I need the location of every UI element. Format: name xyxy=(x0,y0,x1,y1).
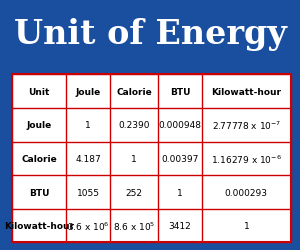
Text: Kilowatt-hour: Kilowatt-hour xyxy=(4,221,74,230)
Text: Kilowatt-hour: Kilowatt-hour xyxy=(212,87,281,96)
Text: 252: 252 xyxy=(126,188,142,197)
Text: Calorie: Calorie xyxy=(116,87,152,96)
Text: Unit: Unit xyxy=(28,87,50,96)
Text: Joule: Joule xyxy=(27,121,52,130)
Text: 1: 1 xyxy=(131,154,137,163)
Text: Calorie: Calorie xyxy=(21,154,57,163)
Text: 1: 1 xyxy=(244,221,249,230)
Text: 8.6 x 10$^{5}$: 8.6 x 10$^{5}$ xyxy=(113,220,155,232)
Text: 1055: 1055 xyxy=(76,188,100,197)
Text: 4.187: 4.187 xyxy=(75,154,101,163)
Text: Joule: Joule xyxy=(75,87,101,96)
Text: Unit of Energy: Unit of Energy xyxy=(14,18,286,50)
Text: BTU: BTU xyxy=(29,188,50,197)
Text: 0.000948: 0.000948 xyxy=(159,121,202,130)
Text: 0.000293: 0.000293 xyxy=(225,188,268,197)
Text: 1: 1 xyxy=(85,121,91,130)
FancyBboxPatch shape xyxy=(12,75,291,242)
Text: 3.6 x 10$^{6}$: 3.6 x 10$^{6}$ xyxy=(67,220,109,232)
Text: 1.16279 x 10$^{-6}$: 1.16279 x 10$^{-6}$ xyxy=(211,152,282,165)
Text: 0.00397: 0.00397 xyxy=(161,154,199,163)
Text: 2.77778 x 10$^{-7}$: 2.77778 x 10$^{-7}$ xyxy=(212,119,281,132)
Text: BTU: BTU xyxy=(170,87,190,96)
Text: 3412: 3412 xyxy=(169,221,191,230)
Text: 1: 1 xyxy=(177,188,183,197)
Text: 0.2390: 0.2390 xyxy=(118,121,150,130)
